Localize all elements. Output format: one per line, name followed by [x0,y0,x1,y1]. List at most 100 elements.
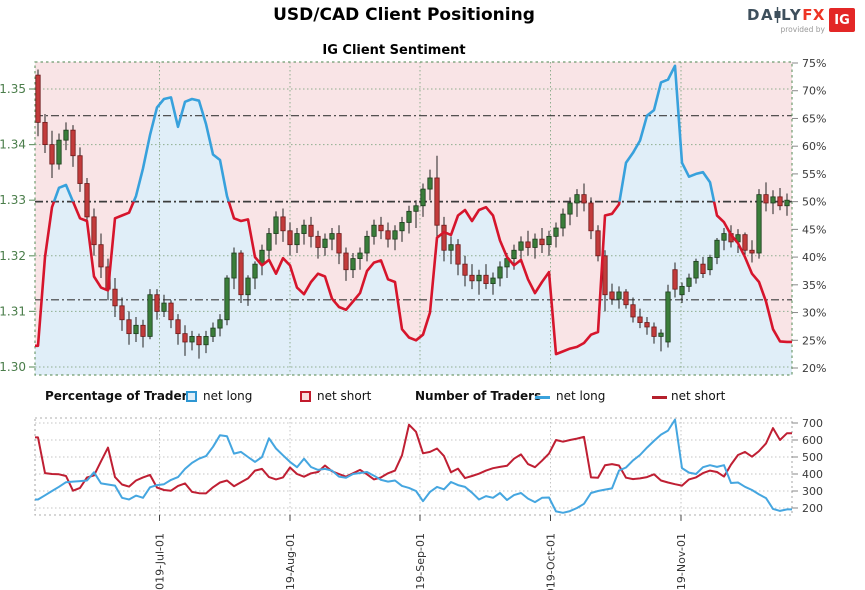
legend-num-group-label: Number of Traders [415,389,542,403]
percent-tick-label: 20% [802,362,826,375]
count-tick-label: 600 [802,434,823,447]
candle [91,216,97,246]
candle [399,222,405,232]
candle [168,302,174,321]
candle [742,234,748,251]
candle [672,269,678,290]
candle [112,288,118,307]
legend-pct-group-label: Percentage of Traders [45,389,195,403]
candle [469,274,475,282]
price-tick-label: 1.31 [0,304,26,318]
legend-num-net-long-label: net long [556,389,606,403]
dailyfx-logo-text: DA LY FX provided by [747,6,825,34]
candle [602,255,608,296]
percent-tick-label: 25% [802,334,826,347]
candle [448,244,454,251]
chart-subtitle: IG Client Sentiment [322,43,466,58]
date-tick-label: 2019-Nov-01 [675,533,688,590]
candle [315,235,321,248]
candle [98,244,104,268]
candle [588,202,594,232]
candle [252,263,258,279]
candle [539,238,545,246]
count-tick-label: 500 [802,451,823,464]
candle [224,277,230,321]
candle [693,260,699,279]
candle [273,216,279,234]
price-tick-label: 1.34 [0,138,26,152]
candle [287,230,293,246]
candle [385,230,391,240]
main-axes: 1.35 1.34 1.33 1.32 1.31 1.30 75% 70% 65% 60% 55% 5… [0,57,826,375]
candle [343,252,349,271]
candle [427,177,433,190]
logo-provided-by: provided by [780,25,825,34]
candle [308,224,314,237]
percent-tick-label: 70% [802,85,826,98]
candle [560,213,566,229]
candle [63,129,69,141]
candle [280,216,286,232]
legend-net-long-swatch-icon [186,391,197,402]
candle [154,294,160,312]
candle [371,224,377,237]
price-tick-label: 1.32 [0,249,26,263]
candle [266,233,272,251]
candle [777,196,783,207]
price-tick-label: 1.30 [0,360,26,374]
percent-tick-label: 50% [802,196,826,209]
number-of-traders-panel: 700 600 500 400 300 200 2019-Jul-01 2019-Aug-01… [34,417,823,590]
candle [574,194,580,204]
candle [763,194,769,204]
candle [707,257,713,271]
legend-pct-net-short-label: net short [317,389,372,403]
percent-tick-label: 60% [802,140,826,153]
candle [553,227,559,237]
candle [210,327,216,337]
candle [294,233,300,246]
percent-tick-label: 30% [802,307,826,320]
candle [196,336,202,346]
candle [686,277,692,287]
logo-brand-left: DA [747,6,775,24]
candle [784,199,790,207]
candle [567,202,573,215]
candle [119,305,125,321]
candle [476,274,482,282]
candle [462,263,468,276]
candle [161,302,167,312]
date-tick-label: 2019-Sep-01 [414,533,427,590]
candle [413,205,419,212]
candle [609,291,615,300]
traders-net-short-line [35,423,792,495]
candle [532,238,538,248]
date-tick-label: 2019-Aug-01 [284,533,297,590]
candle [175,319,181,335]
page-title: USD/CAD Client Positioning [273,5,535,25]
candle [721,233,727,241]
logo-candlestick-icon [774,7,781,23]
count-tick-label: 700 [802,417,823,430]
candle [623,291,629,306]
candle [490,277,496,285]
legend-net-short-swatch-icon [300,391,311,402]
price-tick-label: 1.35 [0,82,26,96]
date-tick-label: 2019-Oct-01 [545,533,558,590]
legend-num-short-line-icon [652,396,667,399]
candle [392,230,398,240]
candle [497,266,503,279]
ig-logo: IG [829,8,855,32]
candle [658,332,664,337]
candle [329,233,335,240]
candle [217,319,223,329]
candle [126,319,132,335]
legend-num-long-line-icon [535,396,550,399]
candle [231,252,237,279]
candle [665,291,671,343]
candle [238,252,244,296]
candle [42,121,48,146]
legend-num-net-short-label: net short [671,389,726,403]
candle [301,224,307,234]
candle [77,155,83,184]
candle [644,322,650,328]
